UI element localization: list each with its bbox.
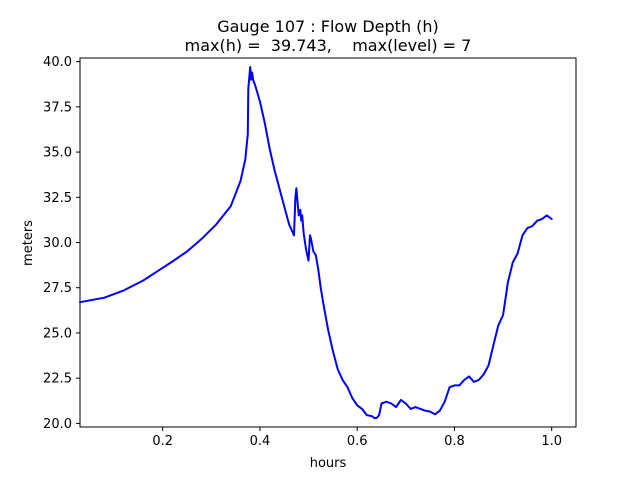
x-tick-label: 0.6 <box>347 434 368 449</box>
x-tick-label: 0.4 <box>250 434 271 449</box>
y-tick-label: 27.5 <box>43 281 72 296</box>
y-tick-label: 32.5 <box>43 191 72 206</box>
y-tick-label: 35.0 <box>43 146 72 161</box>
x-axis-label: hours <box>310 456 347 471</box>
y-tick-label: 25.0 <box>43 326 72 341</box>
flow-depth-line <box>79 66 553 419</box>
chart-title: Gauge 107 : Flow Depth (h) <box>217 17 439 36</box>
x-tick-label: 0.8 <box>444 434 465 449</box>
y-tick-label: 40.0 <box>43 55 72 70</box>
y-tick-label: 20.0 <box>43 417 72 432</box>
y-axis-label: meters <box>21 220 36 266</box>
y-tick-label: 37.5 <box>43 100 72 115</box>
series-layer <box>79 66 553 419</box>
chart-subtitle: max(h) = 39.743, max(level) = 7 <box>185 36 472 55</box>
x-tick-label: 1.0 <box>541 434 562 449</box>
y-tick-label: 30.0 <box>43 236 72 251</box>
x-axis: 0.2 0.4 0.6 0.8 1.0 <box>152 427 562 449</box>
y-tick-label: 22.5 <box>43 372 72 387</box>
y-axis: 20.0 22.5 25.0 27.5 30.0 32.5 35.0 37.5 40.0 <box>43 55 80 432</box>
x-tick-label: 0.2 <box>152 434 173 449</box>
